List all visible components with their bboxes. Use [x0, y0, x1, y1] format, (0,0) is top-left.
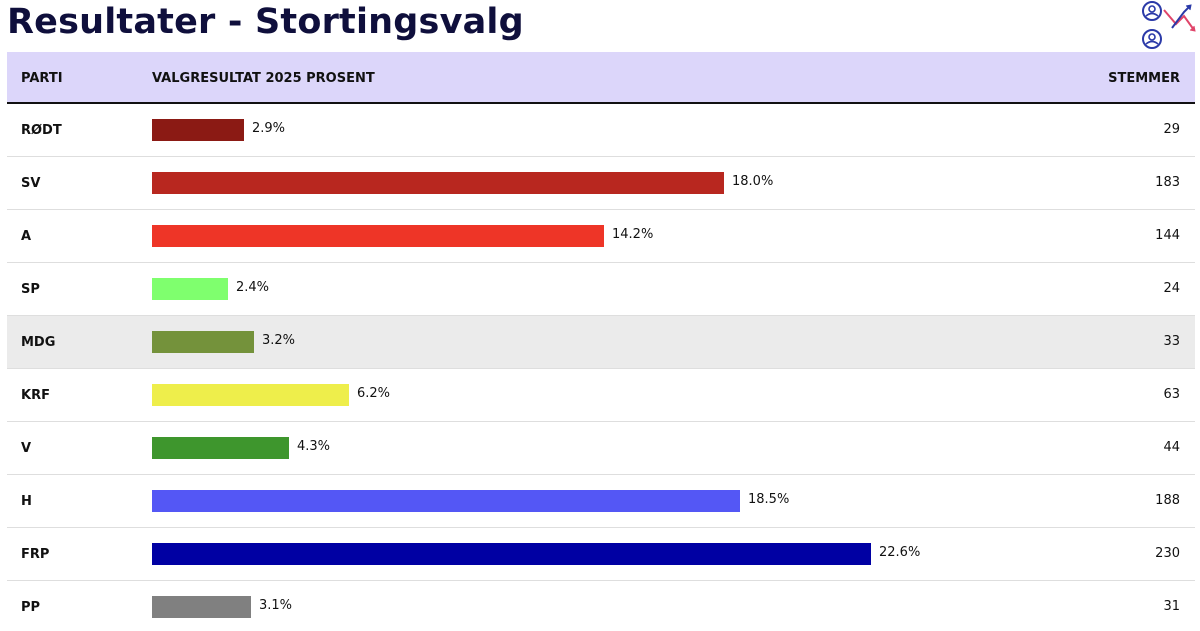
percent-label: 6.2%	[357, 386, 391, 401]
party-label: MDG	[21, 335, 56, 350]
votes-value: 63	[1163, 387, 1180, 402]
percent-label: 4.3%	[297, 439, 331, 454]
percent-label: 14.2%	[612, 227, 654, 242]
party-label: PP	[21, 600, 41, 615]
votes-value: 29	[1163, 122, 1180, 137]
votes-value: 24	[1163, 281, 1180, 296]
party-label: H	[21, 494, 32, 509]
table-row[interactable]: SV 18.0% 183	[7, 157, 1195, 210]
party-label: V	[21, 441, 32, 456]
table-row[interactable]: KRF 6.2% 63	[7, 369, 1195, 422]
votes-value: 31	[1163, 599, 1180, 614]
table-row[interactable]: MDG 3.2% 33	[7, 316, 1195, 369]
party-label: SV	[21, 176, 41, 191]
votes-value: 183	[1155, 175, 1180, 190]
table-row[interactable]: V 4.3% 44	[7, 422, 1195, 475]
bar-mdg[interactable]	[152, 331, 254, 353]
percent-label: 22.6%	[879, 545, 921, 560]
bar-sv[interactable]	[152, 172, 724, 194]
page-title: Resultater - Stortingsvalg	[7, 2, 524, 42]
column-header-party[interactable]: PARTI	[21, 71, 63, 86]
percent-label: 18.5%	[748, 492, 790, 507]
bar-frp[interactable]	[152, 543, 871, 565]
party-label: RØDT	[21, 123, 62, 138]
election-analytics-logo-icon	[1142, 1, 1196, 49]
party-label: FRP	[21, 547, 50, 562]
party-label: A	[21, 229, 32, 244]
votes-value: 230	[1155, 546, 1180, 561]
votes-value: 144	[1155, 228, 1180, 243]
bar-v[interactable]	[152, 437, 289, 459]
party-label: SP	[21, 282, 40, 297]
table-row[interactable]: A 14.2% 144	[7, 210, 1195, 263]
party-label: KRF	[21, 388, 50, 403]
bar-krf[interactable]	[152, 384, 349, 406]
table-row[interactable]: FRP 22.6% 230	[7, 528, 1195, 581]
votes-value: 188	[1155, 493, 1180, 508]
table-row[interactable]: RØDT 2.9% 29	[7, 104, 1195, 157]
table-body: RØDT 2.9% 29 SV 18.0% 183 A 14.2% 144 SP 2.4% 24 MDG…	[7, 104, 1195, 631]
column-header-result[interactable]: VALGRESULTAT 2025 PROSENT	[152, 71, 375, 86]
bar-pp[interactable]	[152, 596, 251, 618]
bar-a[interactable]	[152, 225, 604, 247]
percent-label: 18.0%	[732, 174, 774, 189]
percent-label: 2.4%	[236, 280, 270, 295]
percent-label: 3.2%	[262, 333, 296, 348]
table-row[interactable]: SP 2.4% 24	[7, 263, 1195, 316]
percent-label: 2.9%	[252, 121, 286, 136]
table-row[interactable]: H 18.5% 188	[7, 475, 1195, 528]
results-table: PARTI VALGRESULTAT 2025 PROSENT STEMMER …	[7, 52, 1195, 631]
table-header: PARTI VALGRESULTAT 2025 PROSENT STEMMER	[7, 52, 1195, 104]
votes-value: 33	[1163, 334, 1180, 349]
column-header-votes[interactable]: STEMMER	[1108, 71, 1180, 86]
bar-h[interactable]	[152, 490, 740, 512]
table-row[interactable]: PP 3.1% 31	[7, 581, 1195, 631]
votes-value: 44	[1163, 440, 1180, 455]
bar-rødt[interactable]	[152, 119, 244, 141]
percent-label: 3.1%	[259, 598, 293, 613]
bar-sp[interactable]	[152, 278, 228, 300]
